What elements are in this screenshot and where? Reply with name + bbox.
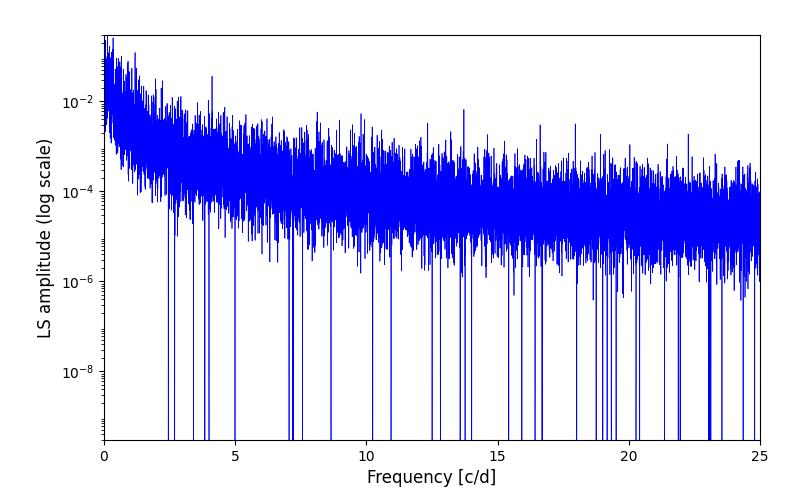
X-axis label: Frequency [c/d]: Frequency [c/d] bbox=[367, 470, 497, 488]
Y-axis label: LS amplitude (log scale): LS amplitude (log scale) bbox=[38, 138, 55, 338]
